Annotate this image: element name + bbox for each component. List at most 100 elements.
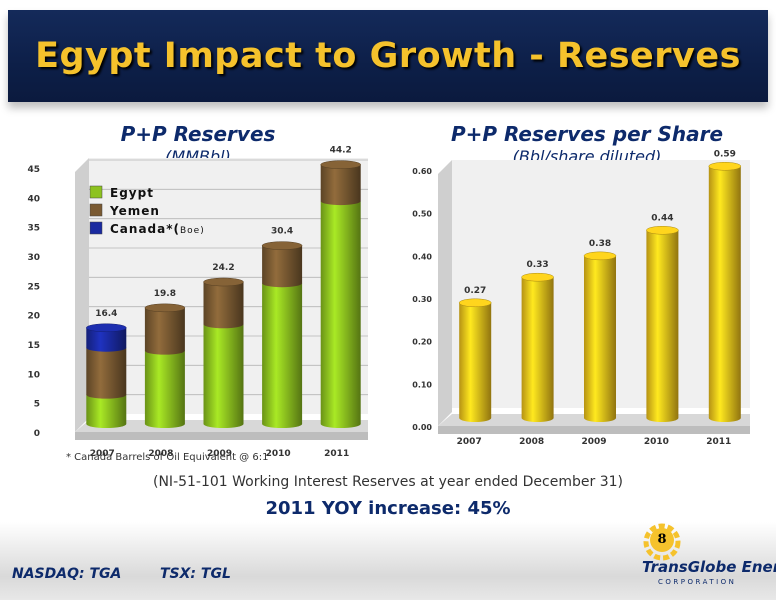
left-bar-2009-seg0 (203, 324, 244, 428)
legend-swatch-egypt (89, 185, 103, 199)
right-value-label: 0.27 (464, 286, 486, 296)
left-bar-2011-seg1-cap (320, 160, 361, 169)
right-bar-2011 (708, 162, 742, 422)
left-bar-2010-seg1-body (262, 245, 303, 288)
footnote: * Canada Barrels of Oil Equivalent @ 6:1 (66, 452, 269, 463)
left-bar-2010-seg1-cap (261, 241, 303, 250)
right-bar-2009 (583, 251, 617, 422)
left-total-label: 24.2 (212, 263, 234, 273)
left-chart: 0 5 10 15 20 25 30 35 40 45 16.4 2007 19.8 2008 24.2 20… (27, 146, 368, 459)
left-floor-edge (75, 432, 368, 440)
right-bar-2008-cap (521, 272, 554, 282)
left-bar-2007-seg2-cap (86, 323, 127, 333)
left-bar-2007-seg0 (86, 394, 127, 428)
left-bar-2007-seg2-body (86, 327, 127, 352)
right-xtick-label: 2011 (706, 437, 731, 447)
right-chart: 0.00 0.10 0.20 0.30 0.40 0.50 0.60 0.27 2007 0.33… (412, 149, 750, 447)
legend-label-suffix: Boe) (180, 226, 205, 236)
right-bar-2008-body (521, 277, 554, 422)
right-bar-2008 (521, 272, 554, 422)
left-bar-2010-seg0-body (262, 283, 303, 428)
right-bar-2007-body (459, 302, 492, 422)
left-bar-2008-seg1-cap (144, 303, 186, 313)
company-logo: TransGlobe Energy CORPORATION (612, 523, 776, 594)
globe-icon (643, 523, 681, 561)
right-ytick-label: 0.60 (412, 167, 432, 176)
right-bar-2009-cap (583, 251, 617, 261)
left-bar-2008-seg0-body (144, 350, 185, 428)
right-chart-title: P+P Reserves per Share (450, 122, 724, 146)
right-xtick-label: 2008 (519, 437, 544, 447)
left-bar-2009-seg1-body (203, 282, 244, 329)
right-ytick-label: 0.20 (412, 338, 432, 347)
title-bar: Egypt Impact to Growth - Reserves (8, 10, 768, 102)
caption: (NI-51-101 Working Interest Reserves at … (153, 474, 623, 490)
left-ytick-label: 20 (27, 312, 40, 322)
left-bar-2011-seg1 (320, 160, 361, 206)
left-ytick-label: 45 (27, 165, 40, 175)
right-bar-2007-cap (458, 298, 492, 308)
right-floor-edge (438, 426, 750, 434)
left-bar-2009-seg1 (203, 277, 244, 329)
left-chart-title: P+P Reserves (120, 122, 276, 146)
left-xtick-label: 2009 (207, 449, 232, 459)
right-bar-2010-cap (646, 226, 679, 235)
left-bar-2009-seg1-cap (203, 277, 244, 287)
left-bar-2010-seg1 (261, 241, 303, 288)
left-bar-2011-seg1-body (320, 164, 361, 206)
left-ytick-label: 5 (34, 400, 40, 410)
nasdaq-ticker: NASDAQ: TGA (12, 566, 122, 582)
right-ytick-label: 0.40 (412, 252, 432, 261)
right-bar-2011-body (708, 166, 741, 422)
left-ytick-label: 15 (27, 341, 40, 351)
right-bar-2007 (458, 298, 492, 422)
left-bar-2010-seg0 (262, 283, 303, 428)
slide-title: Egypt Impact to Growth - Reserves (35, 36, 741, 76)
left-bar-2007-seg1-body (86, 347, 127, 399)
left-side-wall (75, 158, 89, 432)
right-bar-2009-body (584, 255, 616, 422)
right-value-label: 0.44 (651, 213, 673, 223)
right-bar-2011-cap (708, 162, 742, 171)
right-side-wall (438, 160, 452, 426)
left-bar-2008-seg0 (144, 350, 185, 428)
legend-swatch-yemen (89, 203, 103, 217)
left-total-label: 19.8 (154, 289, 176, 299)
left-xtick-label: 2007 (90, 449, 115, 459)
left-ytick-label: 25 (27, 282, 40, 292)
right-ytick-label: 0.00 (412, 423, 432, 432)
right-xtick-label: 2010 (644, 437, 669, 447)
left-bar-2008-seg1 (144, 303, 186, 355)
legend-label: Egypt (110, 186, 154, 200)
right-value-label: 0.38 (589, 239, 611, 249)
left-ytick-label: 30 (27, 253, 40, 263)
tsx-ticker: TSX: TGL (160, 566, 231, 582)
right-bar-2010-body (646, 230, 679, 422)
legend-swatch-canada (89, 221, 103, 235)
left-bar-2009-seg0-body (203, 324, 244, 428)
legend-label: Canada*(Boe) (110, 222, 205, 236)
page-number: 8 (650, 528, 674, 552)
left-ytick-label: 10 (27, 370, 40, 380)
left-xtick-label: 2010 (266, 449, 291, 459)
right-value-label: 0.33 (526, 260, 548, 270)
right-ytick-label: 0.10 (412, 380, 432, 389)
yoy-increase: 2011 YOY increase: 45% (265, 498, 511, 519)
left-ytick-label: 35 (27, 224, 40, 234)
left-total-label: 44.2 (330, 146, 352, 156)
right-ytick-label: 0.50 (412, 210, 432, 219)
right-ytick-label: 0.30 (412, 295, 432, 304)
left-bar-2008-seg1-body (144, 307, 185, 355)
left-ytick-label: 40 (27, 194, 40, 204)
left-xtick-label: 2011 (324, 449, 349, 459)
left-total-label: 16.4 (95, 309, 117, 319)
logo-name: TransGlobe Energy (642, 558, 776, 576)
left-bar-2011-seg0-body (320, 201, 361, 428)
left-ytick-label: 0 (34, 429, 40, 439)
left-total-label: 30.4 (271, 227, 293, 237)
right-bar-2010 (646, 226, 679, 422)
left-bar-2007-seg0-body (86, 394, 127, 428)
right-xtick-label: 2007 (457, 437, 482, 447)
left-bar-2007-seg1 (86, 347, 127, 399)
left-bar-2011-seg0 (320, 201, 361, 428)
